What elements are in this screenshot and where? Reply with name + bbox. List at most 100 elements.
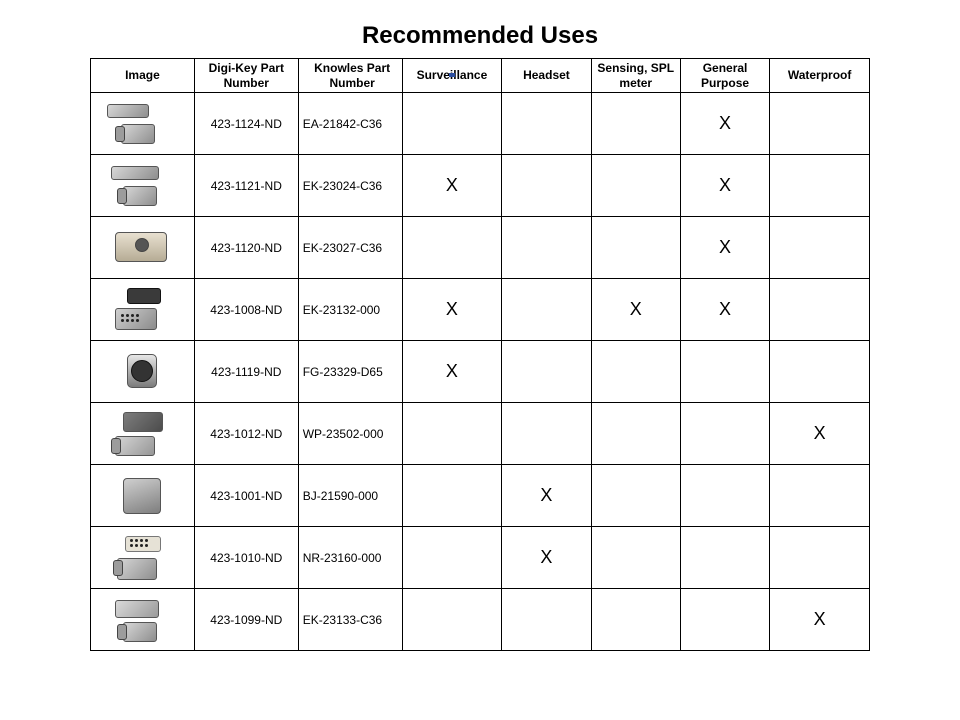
digikey-part-number: 423-1120-ND — [194, 217, 298, 279]
knowles-part-number: EK-23027-C36 — [298, 217, 402, 279]
table-row: 423-1099-NDEK-23133-C36 X — [91, 589, 870, 651]
header-row: Image Digi-Key Part Number Knowles Part … — [91, 59, 870, 93]
product-thumb-icon — [97, 346, 187, 398]
general-mark — [680, 527, 769, 589]
product-image-cell — [91, 155, 195, 217]
col-digikey-header: Digi-Key Part Number — [194, 59, 298, 93]
waterproof-mark — [770, 155, 870, 217]
product-image-cell — [91, 527, 195, 589]
table-row: 423-1008-NDEK-23132-000XXX — [91, 279, 870, 341]
knowles-part-number: NR-23160-000 — [298, 527, 402, 589]
col-waterproof-header: Waterproof — [770, 59, 870, 93]
sensing-mark — [591, 527, 680, 589]
headset-mark — [502, 217, 591, 279]
digikey-part-number: 423-1001-ND — [194, 465, 298, 527]
table-row: 423-1010-NDNR-23160-000 X — [91, 527, 870, 589]
waterproof-mark — [770, 93, 870, 155]
page-title: Recommended Uses — [0, 0, 960, 58]
sensing-mark — [591, 341, 680, 403]
col-general-header: General Purpose — [680, 59, 769, 93]
digikey-part-number: 423-1012-ND — [194, 403, 298, 465]
table-row: 423-1124-NDEA-21842-C36 X — [91, 93, 870, 155]
sensing-mark: X — [591, 279, 680, 341]
knowles-part-number: EK-23133-C36 — [298, 589, 402, 651]
general-mark — [680, 403, 769, 465]
digikey-part-number: 423-1008-ND — [194, 279, 298, 341]
knowles-part-number: BJ-21590-000 — [298, 465, 402, 527]
digikey-part-number: 423-1124-ND — [194, 93, 298, 155]
knowles-part-number: FG-23329-D65 — [298, 341, 402, 403]
knowles-part-number: EK-23132-000 — [298, 279, 402, 341]
digikey-part-number: 423-1119-ND — [194, 341, 298, 403]
general-mark: X — [680, 279, 769, 341]
headset-mark — [502, 155, 591, 217]
product-image-cell — [91, 93, 195, 155]
uses-table: Image Digi-Key Part Number Knowles Part … — [90, 58, 870, 651]
sensing-mark — [591, 465, 680, 527]
waterproof-mark — [770, 527, 870, 589]
waterproof-mark: X — [770, 589, 870, 651]
general-mark: X — [680, 217, 769, 279]
surveillance-mark: X — [402, 155, 502, 217]
product-thumb-icon — [97, 98, 187, 150]
surveillance-mark — [402, 403, 502, 465]
waterproof-mark: X — [770, 403, 870, 465]
product-image-cell — [91, 589, 195, 651]
product-thumb-icon — [97, 408, 187, 460]
product-thumb-icon — [97, 222, 187, 274]
general-mark: X — [680, 93, 769, 155]
sensing-mark — [591, 217, 680, 279]
general-mark: X — [680, 155, 769, 217]
sensing-mark — [591, 155, 680, 217]
product-image-cell — [91, 217, 195, 279]
table-body: 423-1124-NDEA-21842-C36X423-1121-NDEK-23… — [91, 93, 870, 651]
table-row: 423-1121-NDEK-23024-C36XX — [91, 155, 870, 217]
product-image-cell — [91, 465, 195, 527]
waterproof-mark — [770, 217, 870, 279]
product-image-cell — [91, 403, 195, 465]
surveillance-mark — [402, 217, 502, 279]
product-thumb-icon — [97, 160, 187, 212]
product-thumb-icon — [97, 532, 187, 584]
surveillance-mark — [402, 465, 502, 527]
headset-mark — [502, 341, 591, 403]
product-thumb-icon — [97, 470, 187, 522]
headset-mark — [502, 589, 591, 651]
table-row: 423-1120-NDEK-23027-C36 X — [91, 217, 870, 279]
knowles-part-number: WP-23502-000 — [298, 403, 402, 465]
headset-mark — [502, 403, 591, 465]
surveillance-mark — [402, 589, 502, 651]
surveillance-mark — [402, 93, 502, 155]
product-image-cell — [91, 279, 195, 341]
knowles-part-number: EK-23024-C36 — [298, 155, 402, 217]
headset-mark — [502, 93, 591, 155]
col-sensing-header: Sensing, SPL meter — [591, 59, 680, 93]
table-row: 423-1012-NDWP-23502-000 X — [91, 403, 870, 465]
surveillance-mark: X — [402, 341, 502, 403]
waterproof-mark — [770, 279, 870, 341]
general-mark — [680, 341, 769, 403]
headset-mark: X — [502, 465, 591, 527]
digikey-part-number: 423-1099-ND — [194, 589, 298, 651]
product-image-cell — [91, 341, 195, 403]
product-thumb-icon — [97, 594, 187, 646]
headset-mark: X — [502, 527, 591, 589]
headset-mark — [502, 279, 591, 341]
waterproof-mark — [770, 341, 870, 403]
product-thumb-icon — [97, 284, 187, 336]
waterproof-mark — [770, 465, 870, 527]
col-headset-header: Headset — [502, 59, 591, 93]
surveillance-mark: X — [402, 279, 502, 341]
page: Recommended Uses Image Digi-Key Part Num… — [0, 0, 960, 720]
artifact-icon — [449, 73, 455, 77]
sensing-mark — [591, 93, 680, 155]
table-row: 423-1001-NDBJ-21590-000 X — [91, 465, 870, 527]
table-row: 423-1119-NDFG-23329-D65X — [91, 341, 870, 403]
col-knowles-header: Knowles Part Number — [298, 59, 402, 93]
col-image-header: Image — [91, 59, 195, 93]
table-header: Image Digi-Key Part Number Knowles Part … — [91, 59, 870, 93]
surveillance-mark — [402, 527, 502, 589]
digikey-part-number: 423-1010-ND — [194, 527, 298, 589]
sensing-mark — [591, 403, 680, 465]
knowles-part-number: EA-21842-C36 — [298, 93, 402, 155]
